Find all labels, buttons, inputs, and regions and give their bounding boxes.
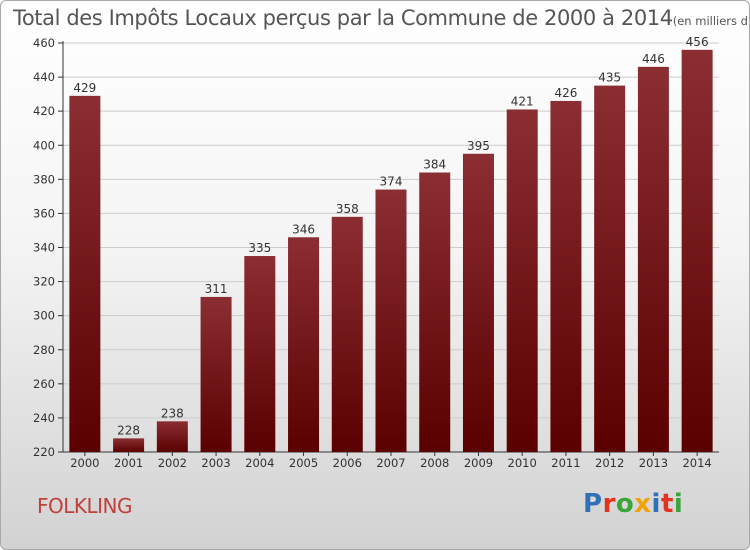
x-tick-label-2012: 2012 (595, 456, 624, 470)
value-label-2011: 426 (554, 86, 577, 100)
bar-2002 (156, 421, 188, 452)
chart-title-text: Total des Impôts Locaux perçus par la Co… (13, 6, 673, 30)
bar-2008 (419, 172, 451, 452)
proxiti-logo[interactable]: Proxiti (583, 489, 683, 519)
bar-2001 (113, 438, 145, 452)
y-tick-label: 260 (33, 377, 55, 391)
value-label-2007: 374 (380, 175, 403, 189)
x-tick-label-2013: 2013 (639, 456, 668, 470)
y-tick-label: 300 (33, 309, 55, 323)
value-label-2002: 238 (161, 406, 184, 420)
y-tick-label: 320 (33, 275, 55, 289)
bar-2011 (550, 100, 582, 453)
y-tick-label: 380 (33, 172, 55, 186)
y-tick-label: 340 (33, 241, 55, 255)
x-tick-label-2007: 2007 (376, 456, 405, 470)
x-tick-label-2008: 2008 (420, 456, 449, 470)
chart-title: Total des Impôts Locaux perçus par la Co… (13, 6, 749, 30)
value-label-2003: 311 (205, 282, 228, 296)
y-tick-label: 240 (33, 411, 55, 425)
bar-2003 (200, 296, 232, 452)
y-tick-label: 420 (33, 104, 55, 118)
x-tick-label-2006: 2006 (333, 456, 362, 470)
logo-letter: r (602, 489, 616, 519)
y-tick-label: 440 (33, 70, 55, 84)
labels: 220 240 260 280 300 320 340 360 380 400 420 440 460 4… (33, 35, 712, 470)
value-label-2012: 435 (598, 71, 621, 85)
y-tick-label: 220 (33, 445, 55, 459)
x-tick-label-2003: 2003 (201, 456, 230, 470)
bar-2000 (69, 95, 101, 453)
logo-letter: i (651, 489, 661, 519)
bar-2007 (375, 189, 407, 452)
value-label-2010: 421 (511, 94, 534, 108)
x-tick-label-2010: 2010 (508, 456, 537, 470)
bar-2006 (331, 216, 363, 452)
value-label-2009: 395 (467, 139, 490, 153)
y-tick-label: 360 (33, 206, 55, 220)
x-tick-label-2000: 2000 (70, 456, 99, 470)
value-label-2008: 384 (423, 158, 446, 172)
bar-2004 (244, 256, 276, 452)
value-label-2013: 446 (642, 52, 665, 66)
bar-2012 (594, 85, 626, 453)
x-tick-label-2005: 2005 (289, 456, 318, 470)
x-tick-label-2009: 2009 (464, 456, 493, 470)
value-label-2005: 346 (292, 222, 315, 236)
value-label-2000: 429 (73, 81, 96, 95)
value-label-2014: 456 (686, 35, 709, 49)
y-tick-label: 400 (33, 138, 55, 152)
x-tick-label-2002: 2002 (158, 456, 187, 470)
bar-2014 (681, 49, 713, 453)
logo-letter: t (660, 489, 674, 519)
logo-letter: x (634, 489, 652, 519)
y-tick-label: 280 (33, 343, 55, 357)
x-tick-label-2001: 2001 (114, 456, 143, 470)
bar-2009 (462, 153, 494, 453)
bar-2010 (506, 109, 538, 453)
x-tick-label-2011: 2011 (551, 456, 580, 470)
commune-name: FOLKLING (37, 494, 133, 518)
value-label-2001: 228 (117, 423, 140, 437)
bar-2013 (637, 66, 669, 452)
chart-title-unit: (en milliers d'€) (672, 14, 749, 28)
bar-2005 (288, 237, 320, 452)
bars (69, 49, 713, 453)
y-tick-label: 460 (33, 36, 55, 50)
logo-letter: i (673, 489, 684, 519)
logo-letter: o (615, 489, 635, 519)
value-label-2004: 335 (248, 241, 271, 255)
x-tick-label-2014: 2014 (682, 456, 711, 470)
logo-letter: P (583, 489, 603, 519)
value-label-2006: 358 (336, 202, 359, 216)
x-tick-label-2004: 2004 (245, 456, 274, 470)
